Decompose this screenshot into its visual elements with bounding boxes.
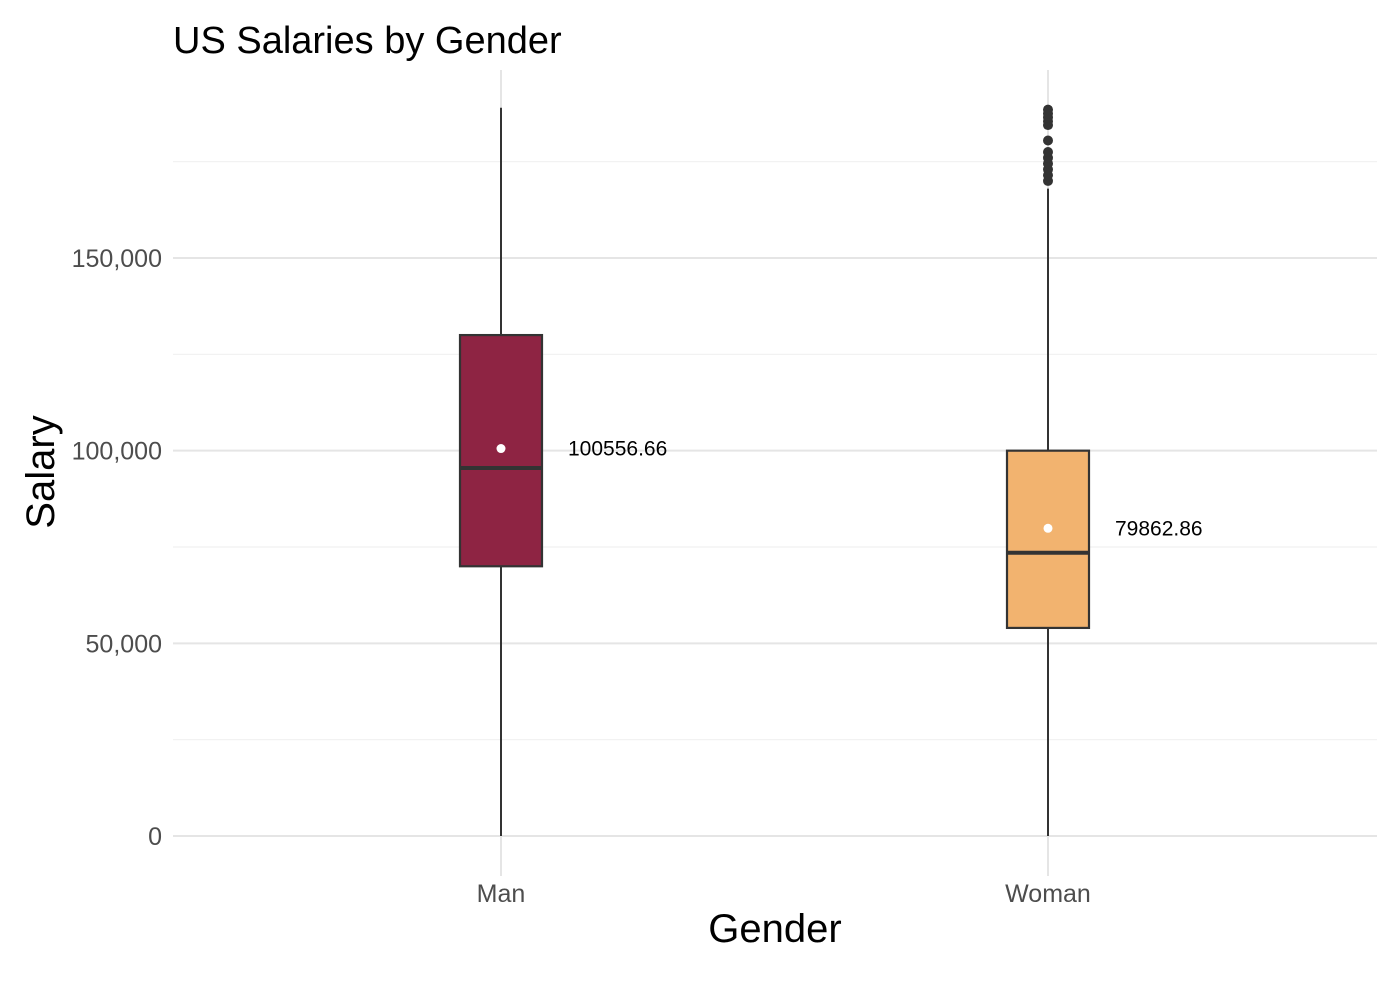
box-woman: 79862.86	[1005, 104, 1203, 836]
iqr-box	[1005, 449, 1091, 630]
y-tick-label: 0	[148, 823, 162, 851]
box-layer: 100556.66 79862.86	[458, 104, 1203, 836]
y-tick-label: 50,000	[86, 630, 162, 658]
mean-point	[1043, 523, 1053, 533]
outlier-point	[1043, 147, 1053, 158]
box-man: 100556.66	[458, 107, 667, 836]
outlier-point	[1043, 135, 1053, 146]
y-tick-label: 100,000	[72, 438, 162, 466]
x-tick-label: Man	[477, 880, 526, 908]
outlier-point	[1043, 104, 1053, 115]
chart-title: US Salaries by Gender	[173, 20, 562, 62]
mean-label: 100556.66	[568, 438, 667, 461]
y-axis-label: Salary	[19, 415, 63, 528]
x-axis-ticks: Man Woman	[477, 880, 1091, 908]
mean-point	[496, 444, 506, 454]
grid-layer	[173, 70, 1377, 876]
y-axis-ticks: 0 50,000 100,000 150,000	[72, 245, 162, 851]
x-axis-label: Gender	[708, 907, 841, 951]
y-tick-label: 150,000	[72, 245, 162, 273]
mean-label: 79862.86	[1115, 517, 1203, 540]
x-tick-label: Woman	[1005, 880, 1091, 908]
